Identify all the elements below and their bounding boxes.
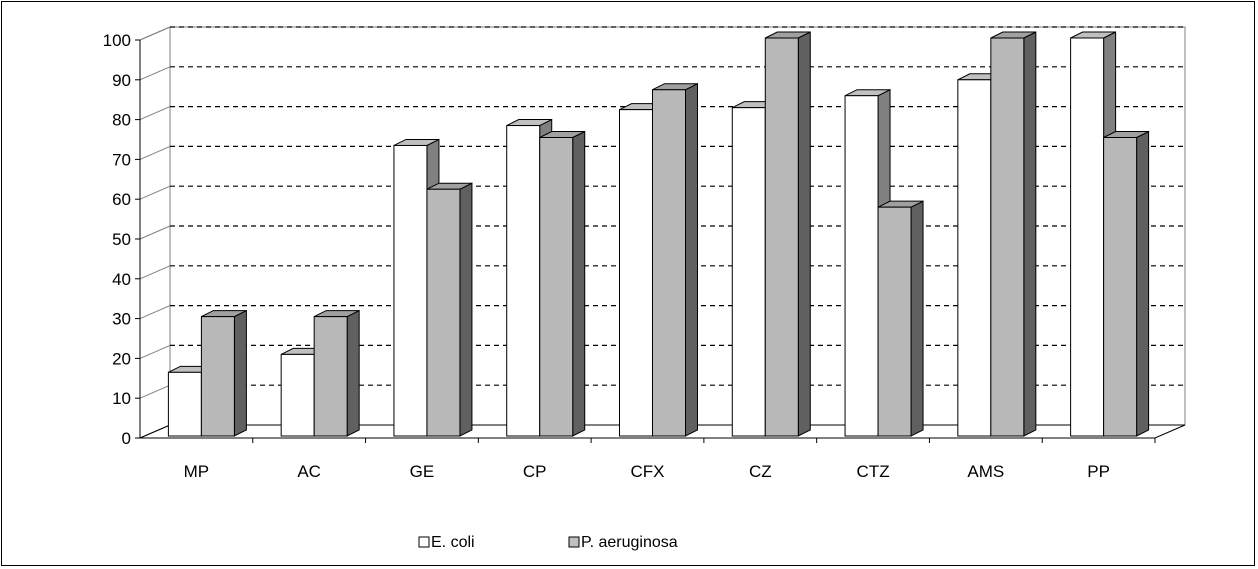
x-tick-label: MP	[184, 462, 210, 481]
bar-e-coli	[957, 79, 992, 437]
bar-p-aeruginosa	[539, 137, 574, 437]
bar-p-aeruginosa	[652, 89, 686, 437]
legend: E. coli P. aeruginosa	[418, 534, 678, 551]
y-tick-label: 40	[112, 270, 131, 289]
y-tick-labels: 0 10 20 30 40 50 60 70 80 90 100	[103, 31, 131, 448]
bar-p-aeruginosa	[200, 316, 235, 437]
y-tick-label: 60	[112, 190, 131, 209]
bar-side-p-aeruginosa	[233, 309, 247, 437]
bar-e-coli	[393, 144, 428, 437]
side-gridline	[139, 384, 171, 399]
legend-swatch-e-coli	[418, 536, 430, 548]
x-tick-label: PP	[1087, 462, 1110, 481]
x-tick-label: GE	[410, 462, 435, 481]
y-tick-label: 80	[112, 111, 131, 130]
x-tick-label: AMS	[967, 462, 1004, 481]
bar-side-p-aeruginosa	[572, 130, 586, 437]
side-gridline	[139, 145, 171, 160]
side-gridline	[139, 66, 171, 81]
x-tick-label: CZ	[749, 462, 772, 481]
y-tick-label: 10	[112, 389, 131, 408]
x-tick-label: CP	[523, 462, 547, 481]
x-tick-labels: MP AC GE CP CFX CZ CTZ AMS PP	[184, 462, 1110, 481]
side-gridline	[139, 305, 171, 320]
y-tick-label: 90	[112, 71, 131, 90]
bar-e-coli	[1070, 37, 1105, 437]
bar-e-coli	[619, 109, 653, 437]
legend-label-e-coli: E. coli	[431, 534, 475, 551]
bars	[167, 31, 1150, 437]
bar-side-p-aeruginosa	[685, 82, 698, 437]
bar-p-aeruginosa	[313, 316, 348, 437]
side-gridline	[139, 265, 171, 280]
bar-e-coli	[731, 107, 766, 437]
x-tick-label: AC	[297, 462, 321, 481]
x-tick-label: CTZ	[857, 462, 890, 481]
bar-e-coli	[280, 353, 315, 437]
bar-side-p-aeruginosa	[1023, 31, 1037, 437]
bar-side-p-aeruginosa	[459, 182, 473, 437]
y-tick-label: 50	[112, 230, 131, 249]
bar-e-coli	[167, 371, 202, 437]
bar-p-aeruginosa	[990, 37, 1025, 437]
y-tick-label: 20	[112, 349, 131, 368]
bar-side-p-aeruginosa	[346, 309, 360, 437]
side-gridline	[139, 26, 171, 41]
y-tick-label: 70	[112, 150, 131, 169]
bar-p-aeruginosa	[426, 188, 461, 437]
axes	[135, 39, 1156, 443]
side-gridline	[139, 185, 171, 200]
bar-p-aeruginosa	[764, 37, 799, 437]
bar-e-coli	[844, 95, 879, 437]
side-gridline	[139, 106, 171, 121]
side-gridline	[139, 225, 171, 240]
bar-p-aeruginosa	[877, 206, 912, 437]
bar-side-p-aeruginosa	[910, 200, 924, 437]
side-gridline	[139, 344, 171, 359]
bar-e-coli	[506, 125, 541, 437]
y-tick-label: 30	[112, 310, 131, 329]
bar-p-aeruginosa	[1103, 137, 1138, 437]
y-tick-label: 100	[103, 31, 131, 50]
x-tick-label: CFX	[631, 462, 665, 481]
legend-swatch-p-aeruginosa	[568, 536, 580, 548]
bar-side-p-aeruginosa	[797, 31, 811, 437]
legend-label-p-aeruginosa: P. aeruginosa	[581, 534, 678, 551]
bar-side-p-aeruginosa	[1136, 130, 1150, 437]
y-tick-label: 0	[122, 429, 131, 448]
